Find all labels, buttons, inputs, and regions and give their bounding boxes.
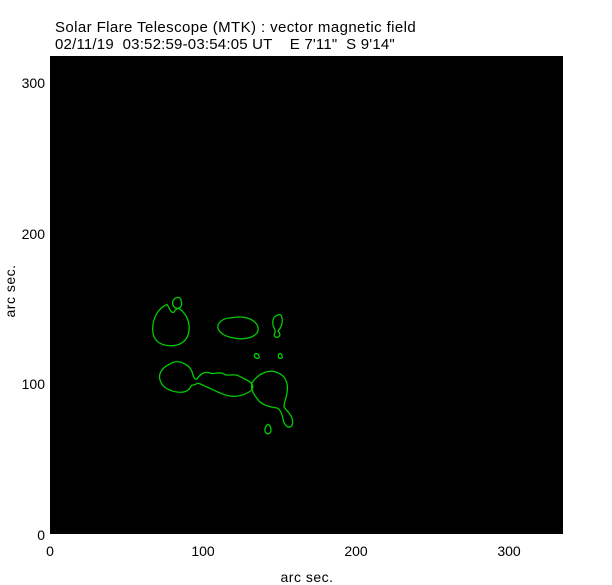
contour-dot-east — [277, 352, 283, 360]
y-tick-label-100: 100 — [21, 376, 45, 393]
contour-tiny-ring — [171, 296, 183, 310]
chart-title: Solar Flare Telescope (MTK) : vector mag… — [55, 19, 417, 36]
y-axis-title: arc sec. — [2, 264, 18, 318]
contour-round-spot-west — [152, 303, 190, 347]
x-axis-title: arc sec. — [280, 569, 334, 585]
x-tick-label-200: 200 — [344, 543, 368, 559]
x-tick-label-0: 0 — [46, 543, 54, 559]
contour-blob-southeast — [250, 370, 294, 428]
contour-layer — [152, 296, 294, 435]
plot-canvas — [50, 56, 563, 534]
x-tick-label-300: 300 — [497, 543, 521, 559]
y-tick-label-0: 0 — [37, 527, 45, 543]
chart-subtitle-datetime-position: 02/11/19 03:52:59-03:54:05 UT E 7'11" S … — [55, 36, 395, 53]
contour-triangle-south — [264, 423, 272, 435]
y-tick-label-300: 300 — [21, 74, 45, 91]
contour-ribbon-east — [272, 313, 283, 338]
x-tick-label-100: 100 — [191, 543, 215, 559]
contour-dot-west — [253, 352, 260, 360]
contour-chain-southwest — [158, 361, 254, 397]
y-tick-label-200: 200 — [21, 225, 45, 242]
contour-oval-center — [217, 316, 259, 340]
